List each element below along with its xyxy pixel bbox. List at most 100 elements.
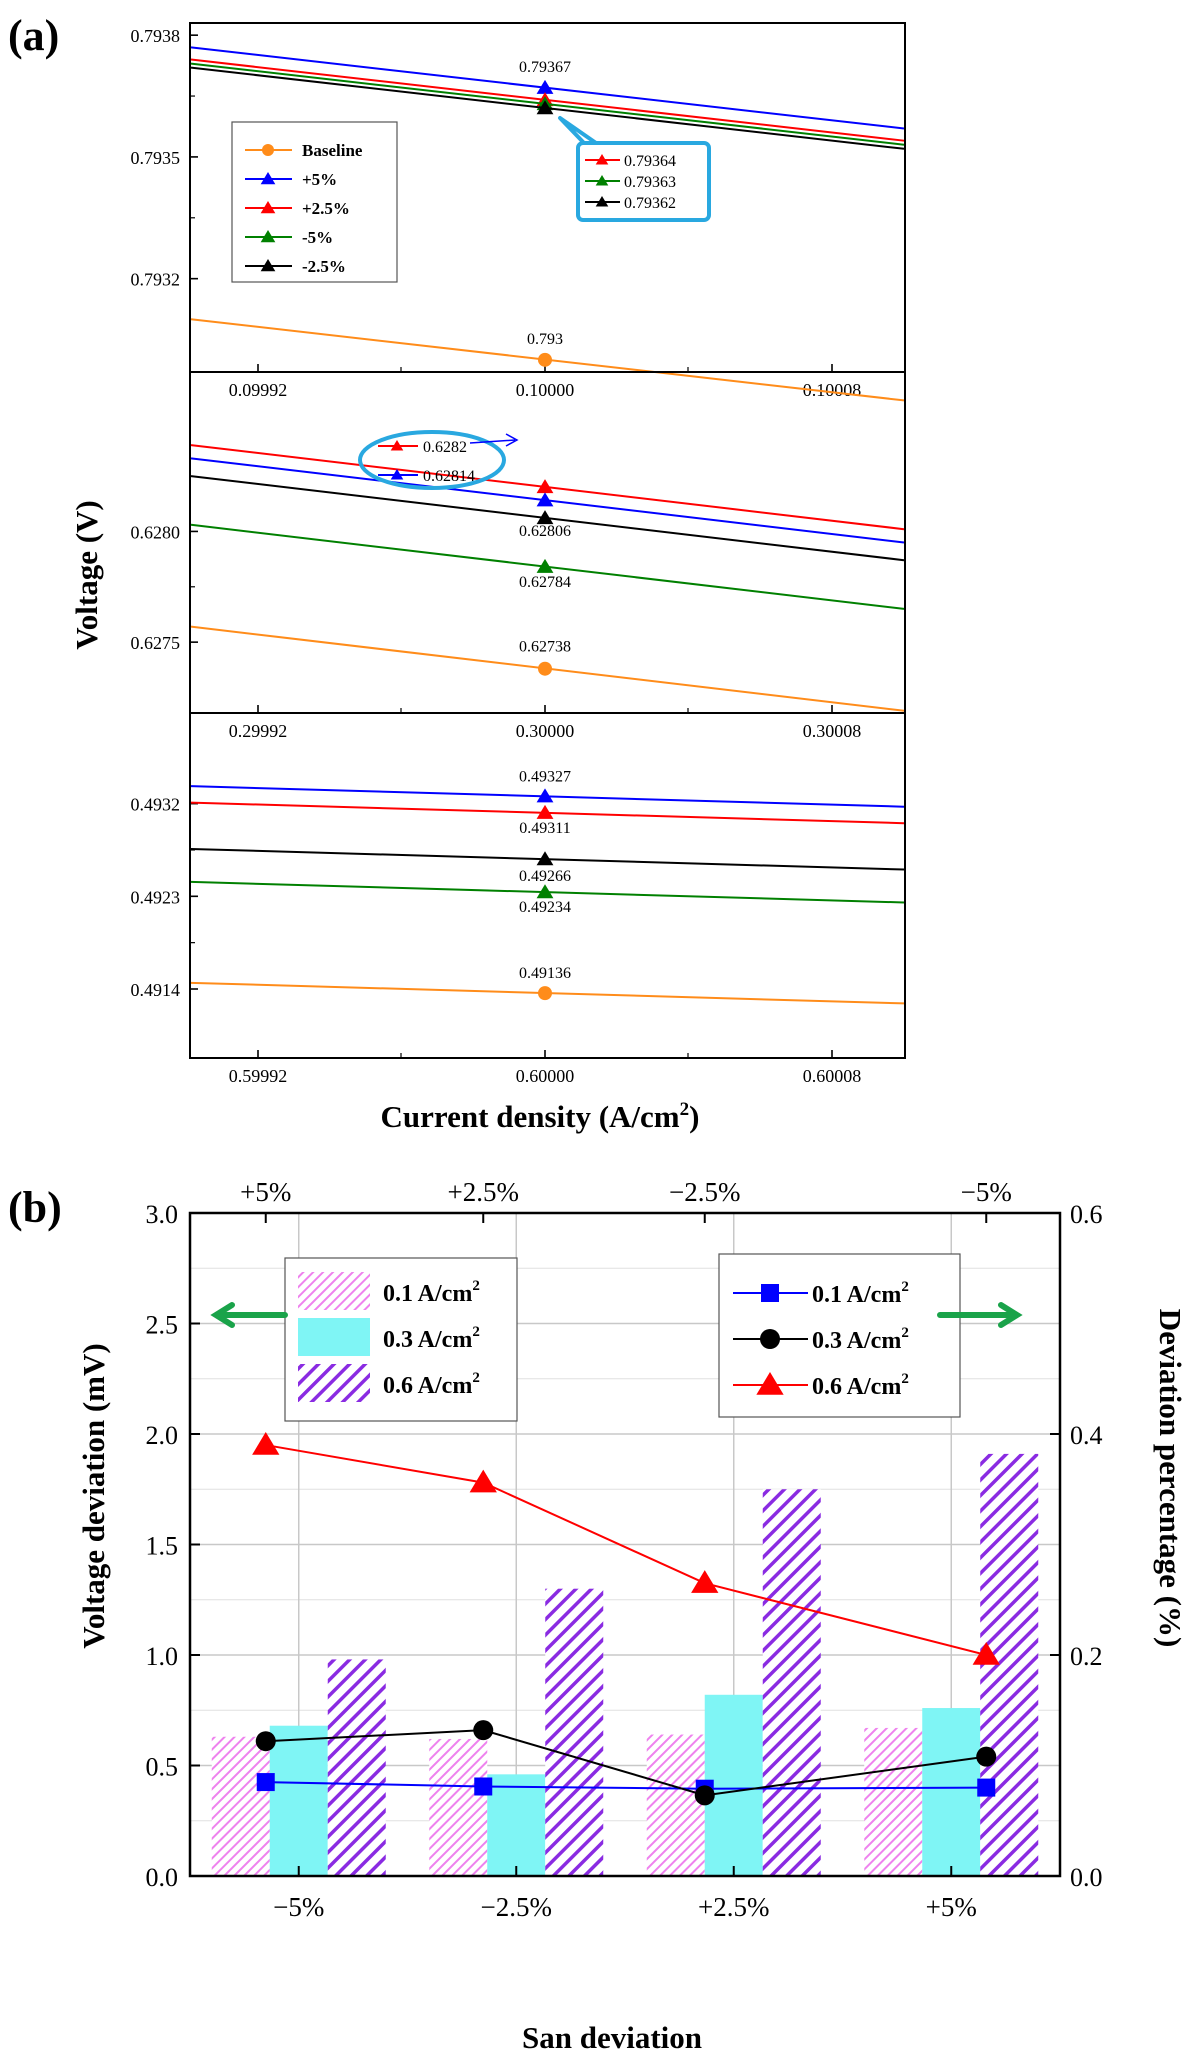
callout-mid-label-plus5: 0.62814	[423, 468, 475, 485]
data-label-minus2_5: 0.62806	[519, 523, 571, 540]
callout-top-marker-minus5	[595, 175, 609, 186]
panel-a-ylabel: Voltage (V)	[69, 500, 104, 650]
bar-legend-swatch-bar_01	[298, 1272, 370, 1310]
panel-a-legend-items: Baseline +5% +2.5% -5% -2.5%	[245, 141, 363, 276]
subplot-1: 0.7938 0.7935 0.7932 0.09992 0.10000 0.10008 0…	[131, 22, 906, 402]
line-legend-sup: 2	[901, 1279, 909, 1295]
subplot-2: 0.6280 0.6275 0.29992 0.30000 0.30008 0.62806…	[131, 371, 906, 741]
legend-label-plus5: +5%	[302, 170, 337, 189]
panel-a-xlabel: Current density (A/cm2)	[381, 1099, 700, 1134]
data-marker-plus2_5	[536, 479, 554, 494]
x-tick-label: 0.09992	[229, 380, 288, 400]
y-tick-label: 0.6275	[131, 633, 181, 653]
line-legend-text: 0.3 A/cm	[812, 1328, 901, 1354]
line-legend-text: 0.1 A/cm	[812, 1282, 901, 1308]
bar-bar_03-1	[487, 1774, 546, 1876]
bar-bar_06-1	[545, 1588, 604, 1876]
data-marker-plus5	[536, 492, 554, 507]
data-label-minus5: 0.49234	[519, 899, 571, 916]
panel-b-label: (b)	[8, 1183, 62, 1232]
line-legend-label-line_03: 0.3 A/cm2	[812, 1325, 909, 1354]
legend-marker-minus5	[260, 230, 276, 243]
data-marker-minus5	[536, 558, 554, 573]
bar-bar_03-0	[269, 1725, 328, 1876]
line-legend-sup: 2	[901, 1325, 909, 1341]
line-line_03	[265, 1729, 987, 1797]
subplot-frame	[189, 712, 906, 1059]
y-tick-label: 0.6280	[131, 522, 181, 542]
left-axis-arrow	[210, 1302, 288, 1328]
bar-bar_01-0	[211, 1736, 270, 1876]
panel-b: 0.0 0.5 1.0 1.5 2.0 2.5 3.0 0.0 0.2 0.4 0.6 −5% −2.5…	[146, 1177, 1103, 1922]
legend-label-minus2_5: -2.5%	[302, 257, 346, 276]
bar-bar_06-2	[762, 1489, 821, 1876]
legend-marker-minus2_5	[260, 259, 276, 272]
x-tick-label: 0.30008	[803, 721, 862, 741]
panel-a-xlabel-close: )	[689, 1099, 699, 1134]
left-tick-label: 0.0	[146, 1863, 179, 1892]
data-marker-plus5	[536, 79, 554, 94]
line-legend-marker-line_06	[756, 1372, 784, 1395]
ticks: 0.0 0.5 1.0 1.5 2.0 2.5 3.0 0.0 0.2 0.4 0.6 −5% −2.5…	[146, 1177, 1103, 1922]
marker-line_01-3	[977, 1778, 996, 1797]
bar-legend-label-bar_06: 0.6 A/cm2	[383, 1370, 480, 1399]
bar-legend-sup: 2	[472, 1278, 480, 1294]
callout-top-marker-plus2_5	[595, 154, 609, 165]
x-tick-label: 0.29992	[229, 721, 288, 741]
y-tick-label: 0.4923	[131, 887, 181, 907]
y-tick-label: 0.4914	[131, 980, 181, 1000]
right-tick-label: 0.0	[1070, 1863, 1103, 1892]
line-line_01	[265, 1781, 987, 1790]
left-tick-label: 0.5	[146, 1753, 179, 1782]
line-line_06	[265, 1444, 987, 1656]
marker-line_03-1	[473, 1720, 494, 1741]
data-label-plus2_5: 0.49311	[519, 820, 570, 837]
marker-line_06-2	[691, 1570, 719, 1593]
bar-legend-text: 0.6 A/cm	[383, 1373, 472, 1399]
bottom-tick-label: +2.5%	[698, 1892, 769, 1922]
data-marker-minus2_5	[536, 510, 554, 525]
bar-bar_01-2	[646, 1734, 705, 1876]
panel-a-xlabel-main: Current density (A/cm	[381, 1099, 680, 1134]
callout-top-pointer	[558, 116, 598, 145]
callout-top-label-plus2_5: 0.79364	[624, 153, 676, 170]
bottom-tick-label: −5%	[273, 1892, 324, 1922]
panel-a-callout-mid: 0.6282 0.62814	[358, 430, 519, 490]
marker-line_06-1	[469, 1469, 497, 1493]
y-tick-label: 0.7938	[131, 26, 181, 46]
data-marker-plus5	[536, 788, 554, 803]
data-label-baseline: 0.793	[527, 331, 563, 348]
bars	[211, 1453, 1039, 1876]
callout-mid-arrow	[469, 433, 519, 447]
panel-a-callout-top: 0.79364 0.79363 0.79362	[558, 116, 711, 222]
line-legend-marker-line_01	[761, 1284, 779, 1302]
marker-line_01-0	[256, 1773, 275, 1792]
marker-line_03-3	[976, 1746, 997, 1767]
line-legend-label-line_06: 0.6 A/cm2	[812, 1371, 909, 1400]
bar-legend-sup: 2	[472, 1370, 480, 1386]
right-tick-label: 0.2	[1070, 1642, 1103, 1671]
panel-a-legend: Baseline +5% +2.5% -5% -2.5%	[231, 121, 398, 283]
bar-bar_03-2	[704, 1694, 763, 1876]
y-tick-label: 0.7935	[131, 148, 181, 168]
bar-legend-label-bar_01: 0.1 A/cm2	[383, 1278, 480, 1307]
bar-bar_01-3	[864, 1727, 923, 1876]
y-tick-label: 0.4932	[131, 795, 181, 815]
callout-mid-ellipse	[358, 430, 506, 490]
x-tick-label: 0.59992	[229, 1066, 288, 1086]
data-marker-minus2_5	[536, 851, 554, 866]
left-tick-label: 2.0	[146, 1421, 179, 1450]
bar-legend-swatch-bar_03	[298, 1318, 370, 1356]
x-tick-label: 0.30000	[516, 721, 575, 741]
legend-label-minus5: -5%	[302, 228, 333, 247]
data-label-baseline: 0.62738	[519, 639, 571, 656]
bottom-tick-label: +5%	[926, 1892, 977, 1922]
x-tick-label: 0.60008	[803, 1066, 862, 1086]
line-legend-marker-line_03	[760, 1329, 780, 1349]
callout-mid-items: 0.6282 0.62814	[378, 439, 475, 485]
